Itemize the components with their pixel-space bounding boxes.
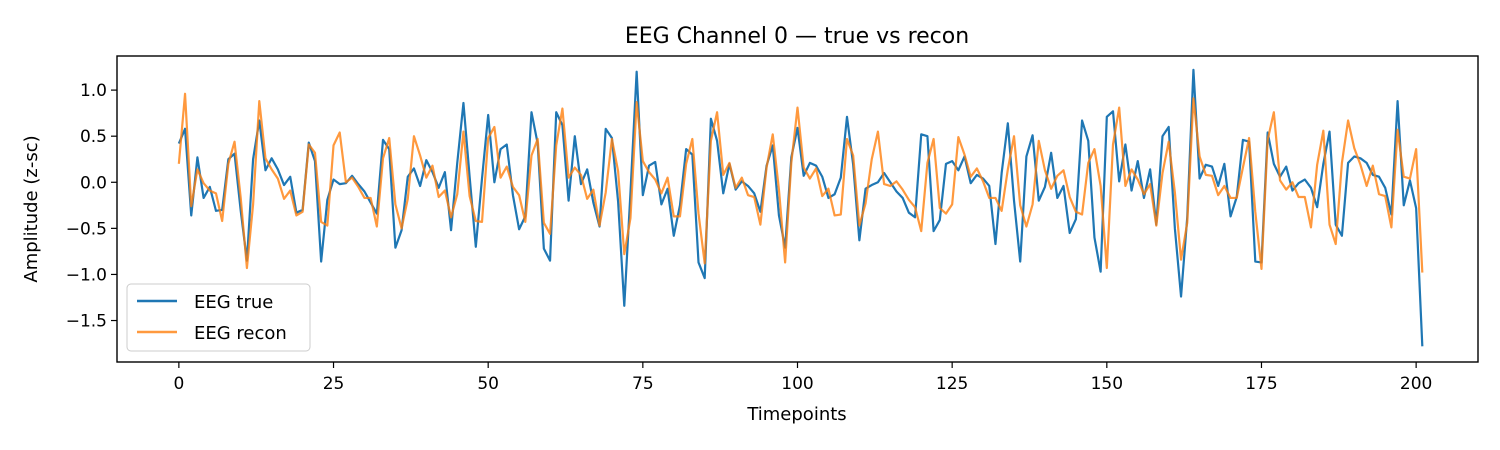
legend: EEG true EEG recon [126, 283, 311, 352]
ticks-layer: 0 25 50 75 100 125 150 175 200 −1.5 −1.0 −0.5 0.0 0.5… [66, 81, 1433, 394]
x-tick-label: 175 [1245, 374, 1277, 394]
series-line-eeg-recon [177, 92, 1424, 273]
y-tick-label: 0.5 [80, 127, 107, 147]
x-tick-label: 50 [477, 374, 499, 394]
y-tick-label: −1.0 [66, 265, 107, 285]
y-axis-label: Amplitude (z-sc) [21, 135, 42, 282]
series-line-eeg-true [177, 68, 1424, 347]
x-tick-label: 100 [781, 374, 813, 394]
x-tick-label: 200 [1400, 374, 1432, 394]
x-axis-label: Timepoints [746, 404, 846, 425]
series-layer [177, 68, 1424, 347]
x-tick-label: 125 [936, 374, 968, 394]
legend-label-eeg-recon: EEG recon [194, 323, 287, 344]
y-tick-label: −1.5 [66, 312, 107, 332]
x-tick-label: 25 [323, 374, 345, 394]
x-tick-label: 150 [1091, 374, 1123, 394]
x-tick-label: 0 [173, 374, 184, 394]
x-tick-label: 75 [632, 374, 654, 394]
plot-area-frame [116, 55, 1479, 363]
y-tick-label: 1.0 [80, 81, 107, 101]
chart-title: EEG Channel 0 — true vs recon [625, 24, 969, 49]
y-tick-label: −0.5 [66, 219, 107, 239]
y-tick-label: 0.0 [80, 173, 107, 193]
legend-label-eeg-true: EEG true [194, 292, 273, 313]
